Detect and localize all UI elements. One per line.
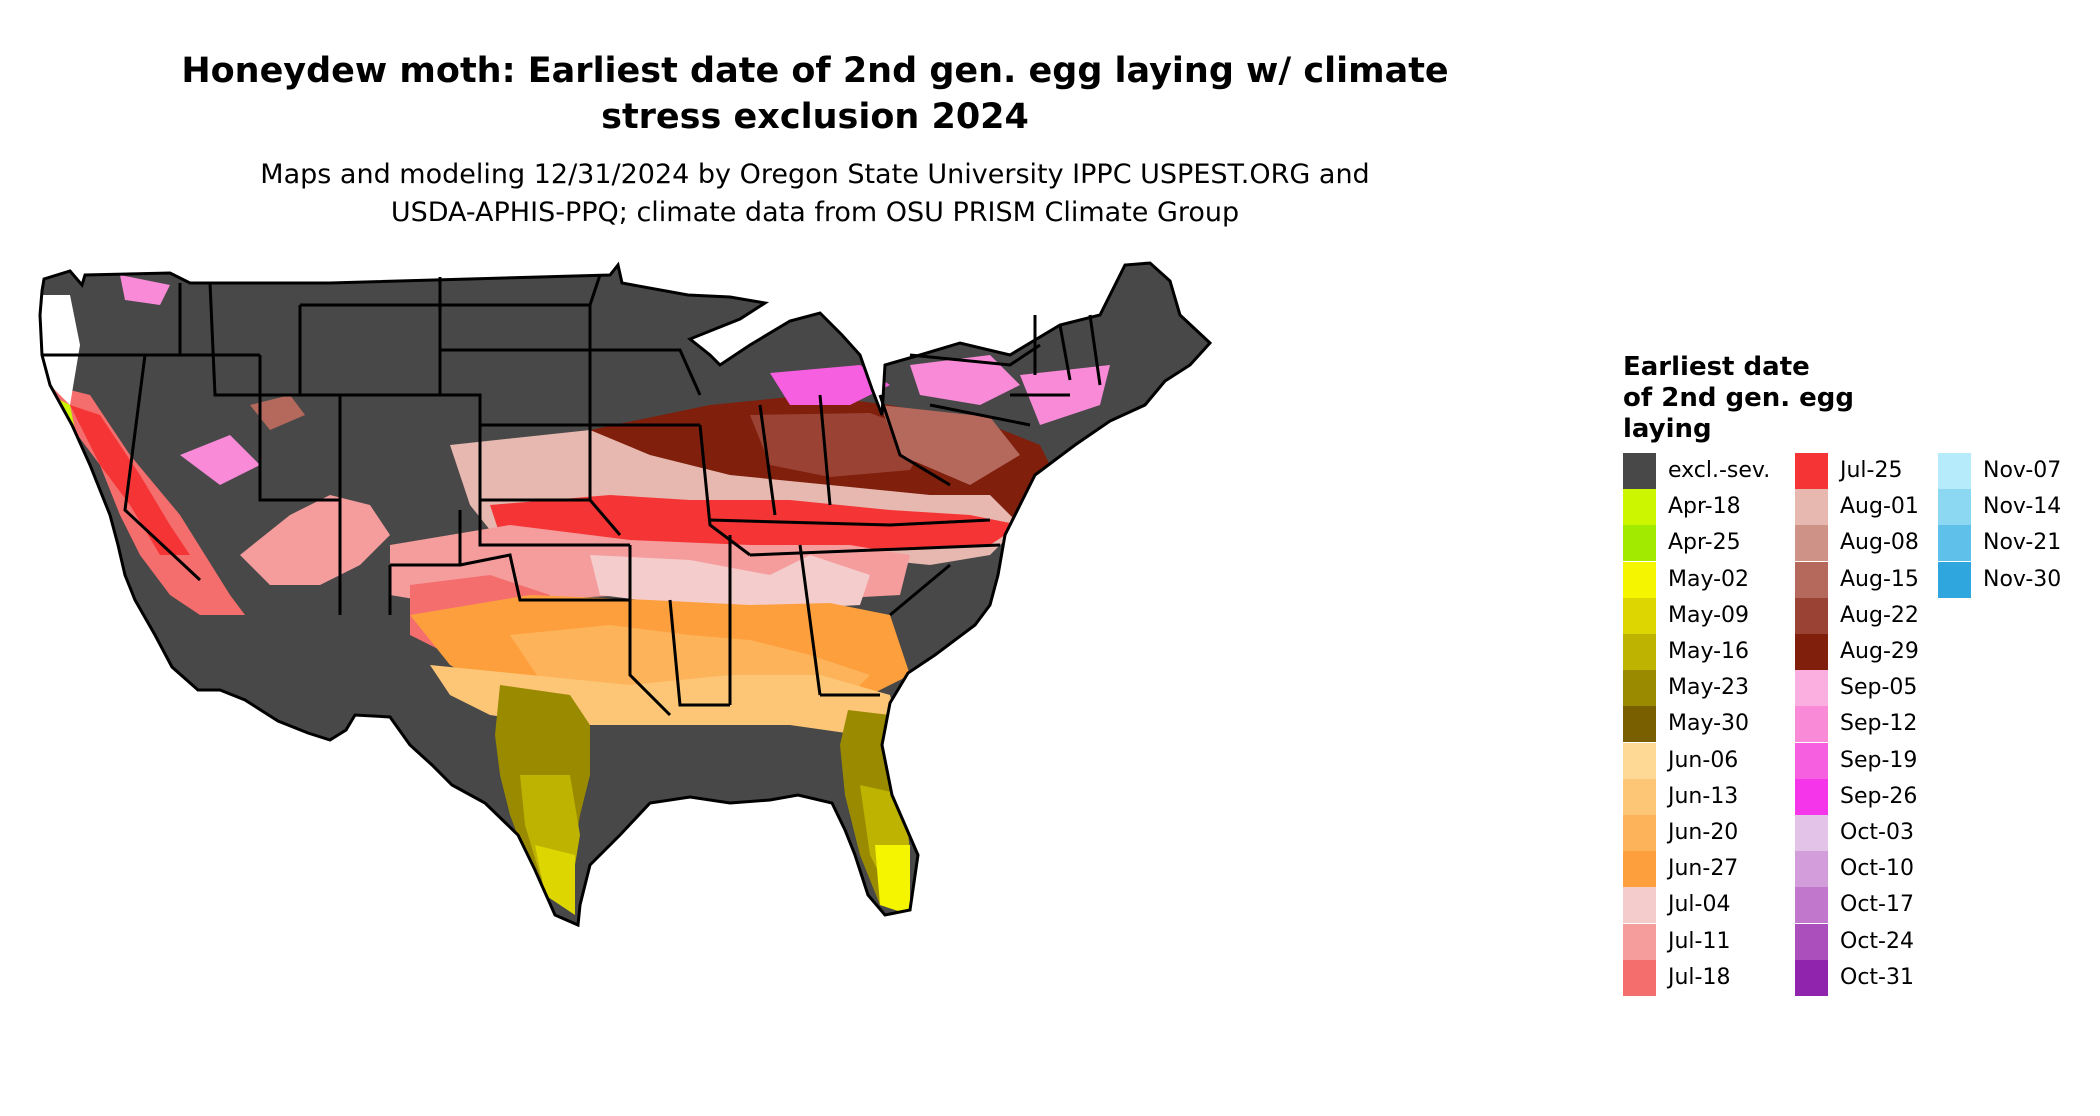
- map-subtitle: Maps and modeling 12/31/2024 by Oregon S…: [140, 156, 1490, 232]
- legend-label: Jun-20: [1668, 820, 1739, 845]
- legend-label: Jun-27: [1668, 856, 1739, 882]
- legend-swatch: [1623, 670, 1656, 707]
- legend-label: Jul-25: [1840, 458, 1903, 483]
- legend-swatch: [1938, 453, 1971, 489]
- legend-title-line-3: laying: [1623, 414, 1712, 444]
- legend-swatch: [1795, 561, 1828, 598]
- legend-swatch: [1795, 959, 1828, 996]
- state-boundaries: [38, 261, 1212, 927]
- legend-label: May-09: [1668, 602, 1750, 628]
- legend-label: excl.-sev.: [1668, 458, 1771, 483]
- legend-swatch: [1795, 851, 1828, 888]
- title-line-2: stress exclusion 2024: [601, 97, 1029, 137]
- title-line-1: Honeydew moth: Earliest date of 2nd gen.…: [181, 51, 1449, 91]
- legend-label: Oct-31: [1840, 964, 1914, 990]
- legend-label: Aug-22: [1840, 602, 1919, 628]
- legend-swatch: [1795, 778, 1828, 815]
- legend-label: Sep-19: [1840, 747, 1918, 773]
- legend-label: May-02: [1668, 566, 1750, 592]
- legend-swatch: [1623, 778, 1656, 815]
- legend-label: Oct-17: [1840, 892, 1914, 918]
- legend-swatch: [1795, 923, 1828, 960]
- legend-label: Nov-07: [1983, 458, 2062, 483]
- legend-label: Sep-12: [1840, 711, 1918, 737]
- legend-swatch: [1795, 489, 1828, 526]
- legend-label: Jul-04: [1668, 892, 1731, 918]
- legend-swatch: [1938, 561, 1971, 598]
- legend-label: Jul-18: [1668, 964, 1731, 990]
- legend-swatch: [1938, 525, 1971, 562]
- legend-swatch: [1623, 742, 1656, 779]
- legend-title: Earliest date of 2nd gen. egg laying: [1623, 352, 1883, 445]
- legend-title-line-2: of 2nd gen. egg: [1623, 383, 1855, 413]
- legend-label: Aug-15: [1840, 566, 1919, 592]
- legend-label: Aug-29: [1840, 639, 1919, 664]
- legend-swatch: [1623, 634, 1656, 670]
- legend-label: May-16: [1668, 639, 1750, 664]
- legend-swatch: [1795, 597, 1828, 634]
- subtitle-line-1: Maps and modeling 12/31/2024 by Oregon S…: [260, 159, 1370, 190]
- legend-swatch: [1795, 453, 1828, 489]
- legend-title-line-1: Earliest date: [1623, 352, 1810, 382]
- legend-swatch: [1795, 525, 1828, 562]
- legend-label: Aug-01: [1840, 494, 1919, 520]
- legend-swatch: [1623, 887, 1656, 924]
- legend-swatch: [1623, 851, 1656, 888]
- legend-label: Sep-05: [1840, 675, 1918, 701]
- legend-swatch: [1623, 815, 1656, 851]
- map-fill: [40, 263, 1210, 925]
- legend-label: Oct-24: [1840, 928, 1914, 954]
- legend-label: Nov-21: [1983, 530, 2062, 556]
- legend-label: Oct-10: [1840, 856, 1914, 882]
- legend-swatch: [1795, 742, 1828, 779]
- legend-swatch: [1938, 489, 1971, 526]
- subtitle-line-2: USDA-APHIS-PPQ; climate data from OSU PR…: [390, 197, 1240, 228]
- legend-swatch: [1623, 959, 1656, 996]
- legend-label: Nov-30: [1983, 566, 2062, 592]
- legend-label: Sep-26: [1840, 783, 1918, 809]
- legend-label: Apr-18: [1668, 494, 1741, 520]
- legend-label: Aug-08: [1840, 530, 1919, 556]
- legend-swatch: [1623, 489, 1656, 526]
- legend-label: Nov-14: [1983, 494, 2062, 520]
- legend-label: Jul-11: [1668, 928, 1731, 954]
- legend-swatch: [1795, 670, 1828, 707]
- legend-label: Oct-03: [1840, 820, 1914, 845]
- map-title: Honeydew moth: Earliest date of 2nd gen.…: [140, 48, 1490, 140]
- legend-label: Jun-13: [1668, 783, 1739, 809]
- legend-swatch: [1795, 815, 1828, 851]
- legend-swatch: [1623, 597, 1656, 634]
- legend-swatch: [1623, 453, 1656, 489]
- us-map: [38, 261, 1212, 927]
- legend-swatch: [1623, 923, 1656, 960]
- legend-swatch: [1795, 634, 1828, 670]
- legend-label: May-30: [1668, 711, 1750, 737]
- legend-label: May-23: [1668, 675, 1750, 701]
- legend-label: Jun-06: [1668, 747, 1739, 773]
- legend-swatch: [1795, 887, 1828, 924]
- legend-swatch: [1623, 561, 1656, 598]
- legend-swatch: [1623, 706, 1656, 743]
- legend-swatch: [1623, 525, 1656, 562]
- legend-swatch: [1795, 706, 1828, 743]
- legend-label: Apr-25: [1668, 530, 1741, 556]
